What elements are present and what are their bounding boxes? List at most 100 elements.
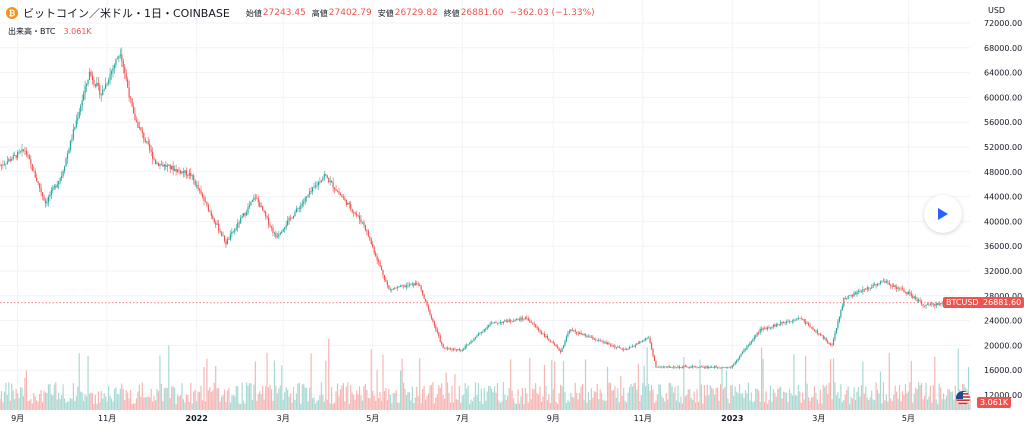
volume-bar [243, 400, 245, 410]
candle-body [821, 334, 823, 336]
candle-body [759, 328, 761, 333]
candle-body [574, 330, 576, 332]
volume-bar [357, 394, 359, 410]
candle-body [455, 349, 457, 351]
symbol-title[interactable]: ビットコイン／米ドル・1日・COINBASE [23, 7, 230, 20]
candle-body [400, 285, 402, 287]
candle-body [680, 367, 682, 369]
volume-bar [323, 401, 325, 410]
candle-body [292, 216, 295, 219]
candle-body [627, 348, 629, 350]
volume-bar [140, 396, 142, 410]
candle-body [743, 349, 745, 352]
candle-body [404, 285, 406, 288]
candle-body [354, 212, 356, 214]
y-tick-label: 48000.00 [984, 168, 1022, 177]
candle-body [746, 346, 748, 350]
candle-body [80, 105, 82, 112]
candle-body [844, 297, 846, 299]
volume-bar [187, 394, 189, 410]
volume-bar [866, 397, 868, 410]
volume-bar [721, 366, 723, 410]
volume-bar [110, 398, 113, 410]
volume-bar [55, 382, 57, 410]
volume-bar [925, 382, 927, 410]
volume-bar [659, 384, 661, 410]
candle-body [655, 361, 657, 367]
volume-bar [244, 403, 246, 410]
candle-body [270, 226, 273, 228]
volume-bar [112, 401, 114, 410]
candle-body [596, 339, 598, 341]
volume-bar [665, 392, 667, 410]
candle-body [791, 320, 794, 322]
candle-body [288, 217, 290, 221]
play-button[interactable] [924, 195, 962, 233]
candle-body [56, 184, 58, 188]
candle-body [916, 299, 918, 302]
volume-bar [74, 401, 76, 410]
volume-bar [549, 403, 551, 410]
volume-bar [874, 400, 876, 410]
volume-bar [555, 401, 557, 410]
candle-body [243, 213, 245, 217]
candle-body [615, 346, 617, 348]
volume-bar [169, 397, 171, 410]
volume-bar [313, 397, 315, 410]
volume-bar [702, 403, 704, 410]
us-flag-icon[interactable] [956, 391, 970, 405]
volume-bar [6, 394, 8, 410]
candle-body [551, 341, 553, 343]
candle-body [799, 317, 801, 319]
volume-bar [658, 384, 660, 410]
candle-body [122, 61, 124, 67]
volume-bar [366, 389, 368, 410]
volume-bar [906, 393, 908, 410]
candle-body [458, 349, 460, 350]
volume-bar [945, 395, 948, 410]
volume-bar [108, 386, 110, 410]
candle-body [125, 73, 127, 80]
volume-bar [153, 396, 155, 410]
candle-body [885, 281, 887, 283]
candle-body [386, 281, 388, 286]
candle-body [527, 318, 529, 321]
volume-bar [609, 382, 612, 410]
volume-bar [8, 382, 10, 410]
volume-bar [573, 397, 575, 410]
volume-bar [546, 400, 548, 410]
volume-bar [75, 396, 77, 410]
candle-body [250, 201, 252, 206]
candle-body [156, 163, 158, 164]
volume-bar [66, 401, 69, 410]
candle-body [659, 366, 661, 368]
candle-body [201, 193, 204, 198]
candle-body [932, 303, 934, 305]
candle-body [65, 158, 67, 167]
candle-body [486, 326, 488, 329]
volume-bar [61, 395, 63, 410]
candle-body [24, 150, 26, 152]
volume-bar [262, 385, 264, 410]
volume-bar [339, 389, 342, 410]
volume-bar [781, 398, 783, 410]
volume-bar [863, 393, 865, 410]
volume-bar [862, 361, 864, 410]
candle-body [306, 196, 308, 198]
candle-body [267, 217, 270, 225]
volume-bar [223, 389, 226, 410]
candle-body [728, 366, 730, 368]
volume-bar [876, 389, 879, 410]
volume-bar [931, 402, 933, 410]
volume-bar [515, 403, 518, 410]
candle-body [733, 363, 735, 366]
volume-bar [342, 382, 344, 410]
volume-bar [740, 393, 742, 410]
candle-body [441, 341, 443, 345]
candle-body [91, 75, 94, 81]
candle-body [938, 303, 940, 306]
candle-body [279, 233, 281, 235]
price-badge-symbol: BTCUSD [943, 296, 982, 308]
volume-bar [116, 394, 118, 410]
